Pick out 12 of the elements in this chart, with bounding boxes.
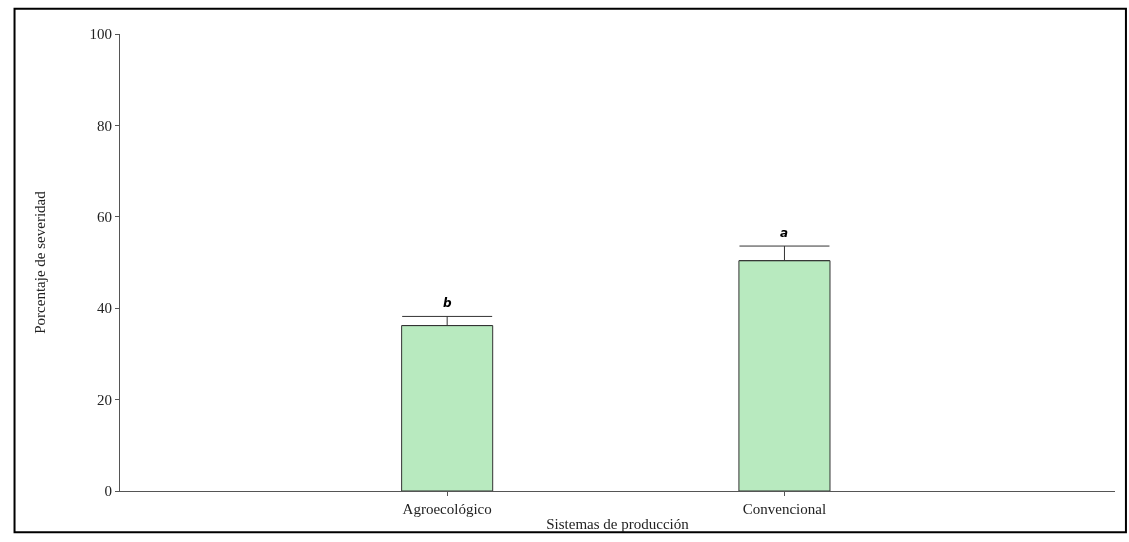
x-axis-title: Sistemas de producción — [546, 516, 690, 532]
y-tick-label: 100 — [89, 26, 112, 43]
x-tick-label: Agroecológico — [402, 501, 492, 517]
y-tick-label: 80 — [97, 117, 112, 134]
y-axis-title: Porcentaje de severidad — [31, 190, 48, 334]
y-tick-label: 20 — [97, 391, 112, 408]
annotation: b — [443, 296, 452, 310]
y-tick-label: 0 — [104, 483, 112, 500]
x-tick-label: Convencional — [742, 501, 827, 517]
y-tick-label: 60 — [97, 209, 112, 226]
y-tick-label: 40 — [97, 300, 112, 317]
annotation: a — [780, 226, 789, 240]
